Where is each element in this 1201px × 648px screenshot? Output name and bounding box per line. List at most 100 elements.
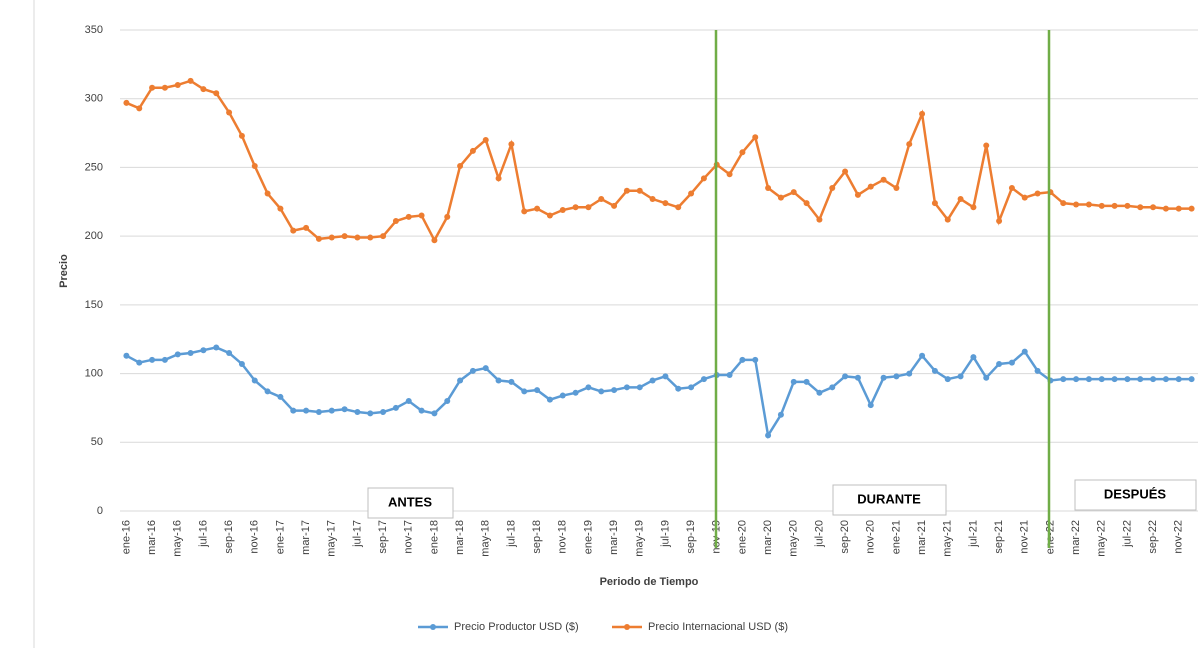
data-point [906,141,913,148]
data-point [970,204,977,211]
y-tick-label: 200 [85,230,103,242]
x-tick-label: jul-22 [1121,520,1133,548]
data-point [380,233,387,240]
x-tick-label: sep-19 [685,520,697,554]
data-point [816,216,823,223]
data-point [1021,348,1028,355]
data-point [726,171,733,178]
data-point [277,393,284,400]
data-point [739,149,746,156]
x-tick-label: jul-16 [197,520,209,548]
data-point [893,373,900,380]
data-point [598,196,605,203]
data-point [752,356,759,363]
data-point [1111,376,1118,383]
data-point [919,110,926,117]
data-point [829,384,836,391]
data-point [161,356,168,363]
data-point [303,224,310,231]
data-point [777,194,784,201]
data-point [649,377,656,384]
data-point [996,360,1003,367]
data-point [842,373,849,380]
data-point [572,204,579,211]
data-point [1098,202,1105,209]
data-point [1111,202,1118,209]
data-point [842,168,849,175]
data-point [931,367,938,374]
data-point [559,207,566,214]
data-point [341,406,348,413]
data-point [508,378,515,385]
x-tick-label: may-17 [326,520,338,557]
legend-marker [624,624,630,630]
data-point [688,190,695,197]
data-point [1162,205,1169,212]
data-point [469,367,476,374]
data-point [303,407,310,414]
data-point [739,356,746,363]
x-tick-label: sep-20 [839,520,851,554]
x-tick-label: jul-18 [505,520,517,548]
data-point [598,388,605,395]
data-point [1150,376,1157,383]
data-point [1188,376,1195,383]
data-point [623,187,630,194]
data-point [123,352,130,359]
x-tick-label: jul-20 [813,520,825,548]
data-point [983,142,990,149]
x-tick-label: nov-21 [1019,520,1031,554]
data-point [1124,202,1131,209]
data-point [251,163,258,170]
x-tick-label: may-18 [480,520,492,557]
data-point [238,360,245,367]
data-point [367,410,374,417]
data-point [457,163,464,170]
data-point [534,387,541,394]
data-point [1008,359,1015,366]
data-point [495,175,502,182]
x-tick-label: sep-17 [377,520,389,554]
data-point [200,347,207,354]
data-point [996,218,1003,225]
data-point [636,187,643,194]
data-point [790,189,797,196]
data-point [726,371,733,378]
x-tick-label: jul-19 [659,520,671,548]
data-point [803,200,810,207]
data-point [495,377,502,384]
data-point [418,212,425,219]
data-point [290,227,297,234]
data-point [457,377,464,384]
data-point [752,134,759,141]
data-point [893,185,900,192]
y-tick-label: 0 [97,505,103,517]
data-point [816,389,823,396]
annotation: ANTES [388,494,432,509]
x-tick-label: sep-16 [223,520,235,554]
data-point [1137,376,1144,383]
y-tick-label: 150 [85,299,103,311]
data-point [1175,376,1182,383]
data-point [174,81,181,88]
data-point [341,233,348,240]
data-point [444,398,451,405]
x-tick-label: mar-19 [608,520,620,555]
data-point [867,183,874,190]
data-point [482,136,489,143]
x-tick-label: nov-22 [1173,520,1185,554]
data-point [521,388,528,395]
data-point [1034,190,1041,197]
data-point [431,237,438,244]
x-tick-label: ene-21 [890,520,902,554]
data-point [662,200,669,207]
x-tick-label: sep-21 [993,520,1005,554]
data-point [675,385,682,392]
data-point [649,196,656,203]
annotation-box [367,487,454,519]
data-point [1175,205,1182,212]
data-point [1060,200,1067,207]
x-tick-label: jul-21 [967,520,979,548]
